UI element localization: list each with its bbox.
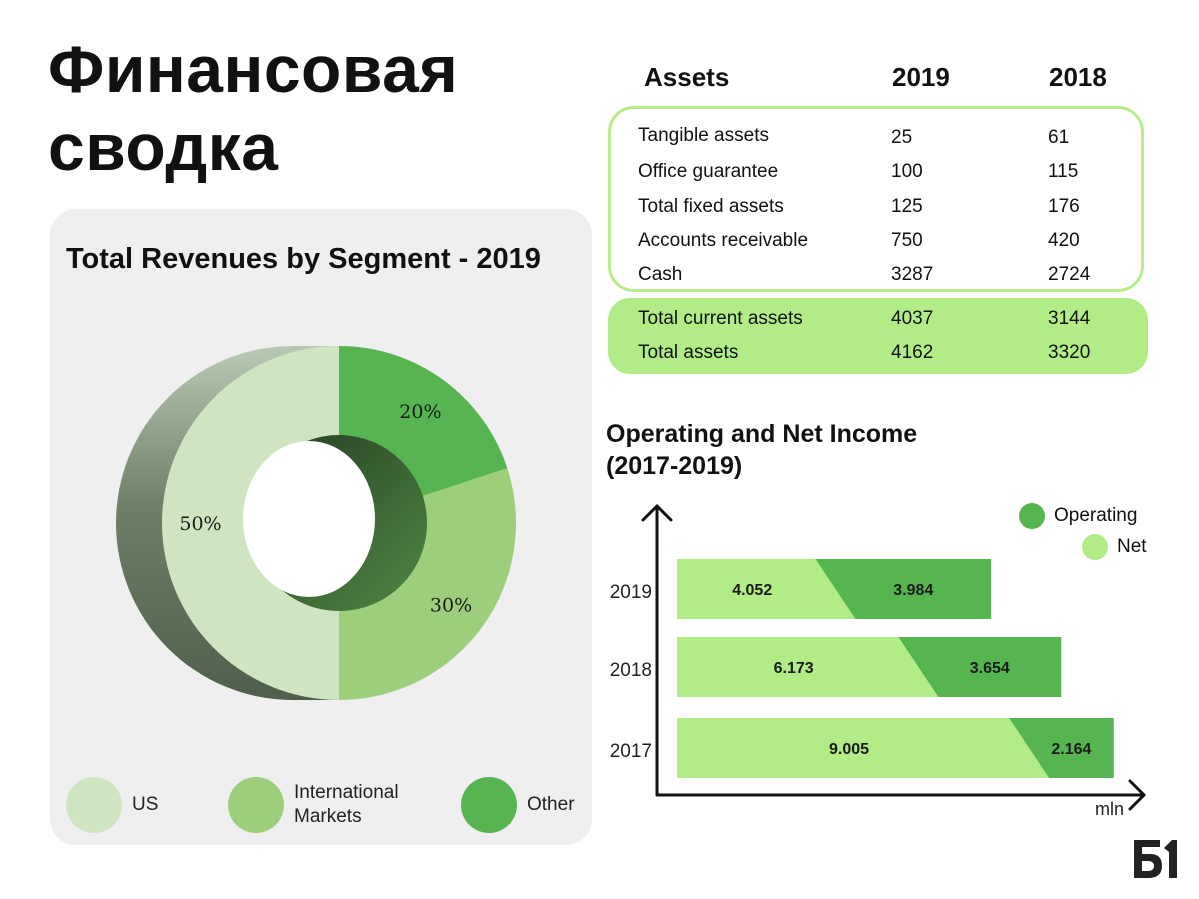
bar-chart-title-line-2: (2017-2019) [606, 452, 743, 480]
row-value-2018: 420 [1048, 230, 1080, 251]
revenue-chart-panel: Total Revenues by Segment - 2019 20% 30% 5… [50, 209, 592, 845]
y-tick-label-2019: 2019 [610, 582, 652, 603]
legend-swatch-net [1082, 534, 1108, 560]
legend-swatch-operating [1019, 503, 1045, 529]
legend-label-other: Other [527, 794, 575, 815]
legend-label-net: Net [1117, 536, 1147, 557]
legend-label-operating: Operating [1054, 505, 1138, 526]
donut-chart: 20% 30% 50% [116, 346, 516, 700]
bar-operating-2019 [815, 559, 992, 619]
page-title: Финансовая сводка [48, 30, 568, 186]
donut-segment-international [339, 468, 516, 700]
row-value-2018: 3320 [1048, 342, 1091, 363]
legend-item-international: International Markets [228, 777, 424, 833]
bar-label-net-2019: 4.052 [732, 582, 772, 599]
assets-header-2018: 2018 [1049, 62, 1107, 92]
donut-label-other: 20% [399, 401, 441, 423]
row-value-2018: 176 [1048, 196, 1080, 217]
row-label: Office guarantee [638, 161, 779, 182]
row-label: Accounts receivable [638, 230, 809, 251]
row-value-2018: 3144 [1048, 308, 1091, 329]
bar-label-net-2018: 6.173 [774, 660, 814, 677]
donut-chart-title: Total Revenues by Segment - 2019 [66, 243, 541, 275]
page-title-line-1: Финансовая [48, 32, 459, 106]
bar-net-2018 [677, 637, 939, 697]
b1-logo [1134, 840, 1177, 878]
page-title-line-2: сводка [48, 110, 279, 184]
row-value-2019: 25 [891, 127, 913, 148]
bar-label-net-2017: 9.005 [829, 741, 869, 758]
legend-swatch-other [461, 777, 517, 833]
row-value-2019: 4037 [891, 308, 934, 329]
assets-rows-box [608, 106, 1144, 292]
row-label: Total current assets [638, 308, 803, 329]
legend-item-net: Net [1082, 534, 1147, 560]
x-axis-label: mln [1095, 799, 1124, 819]
assets-header-label: Assets [644, 62, 730, 92]
row-label: Total fixed assets [638, 196, 784, 217]
bar-label-operating-2019: 3.984 [893, 582, 933, 599]
bar-operating-2017 [1009, 718, 1114, 778]
legend-label-international: International Markets [294, 782, 399, 827]
legend-item-other: Other [461, 777, 575, 833]
row-value-2019: 3287 [891, 264, 934, 285]
bar-chart-title: Operating and Net Income (2017-2019) [606, 418, 917, 482]
assets-header-2019: 2019 [892, 62, 950, 92]
row-label: Tangible assets [638, 125, 769, 146]
bar-net-2019 [677, 559, 856, 619]
row-label: Cash [638, 264, 683, 285]
row-label: Total assets [638, 342, 739, 363]
bar-chart-title-line-1: Operating and Net Income [606, 420, 918, 448]
row-value-2018: 2724 [1048, 264, 1091, 285]
row-value-2018: 115 [1048, 161, 1079, 182]
bar-label-operating-2018: 3.654 [970, 660, 1010, 677]
donut-label-us: 50% [179, 513, 221, 535]
legend-swatch-international [228, 777, 284, 833]
legend-swatch-us [66, 777, 122, 833]
row-value-2019: 750 [891, 230, 923, 251]
bar-label-operating-2017: 2.164 [1051, 741, 1091, 758]
bar-operating-2018 [898, 637, 1062, 697]
row-value-2018: 61 [1048, 127, 1070, 148]
row-value-2019: 100 [891, 161, 923, 182]
donut-label-international: 30% [430, 594, 472, 616]
bar-net-2017 [677, 718, 1050, 778]
y-tick-label-2018: 2018 [610, 660, 652, 681]
bar-chart-axes [641, 504, 1146, 811]
donut-segment-other [339, 346, 508, 496]
legend-label-us: US [132, 794, 159, 815]
legend-item-us: US [66, 777, 158, 833]
row-value-2019: 4162 [891, 342, 934, 363]
assets-totals-box [608, 298, 1148, 374]
row-value-2019: 125 [891, 196, 923, 217]
y-tick-label-2017: 2017 [610, 741, 652, 762]
legend-item-operating: Operating [1019, 503, 1137, 529]
